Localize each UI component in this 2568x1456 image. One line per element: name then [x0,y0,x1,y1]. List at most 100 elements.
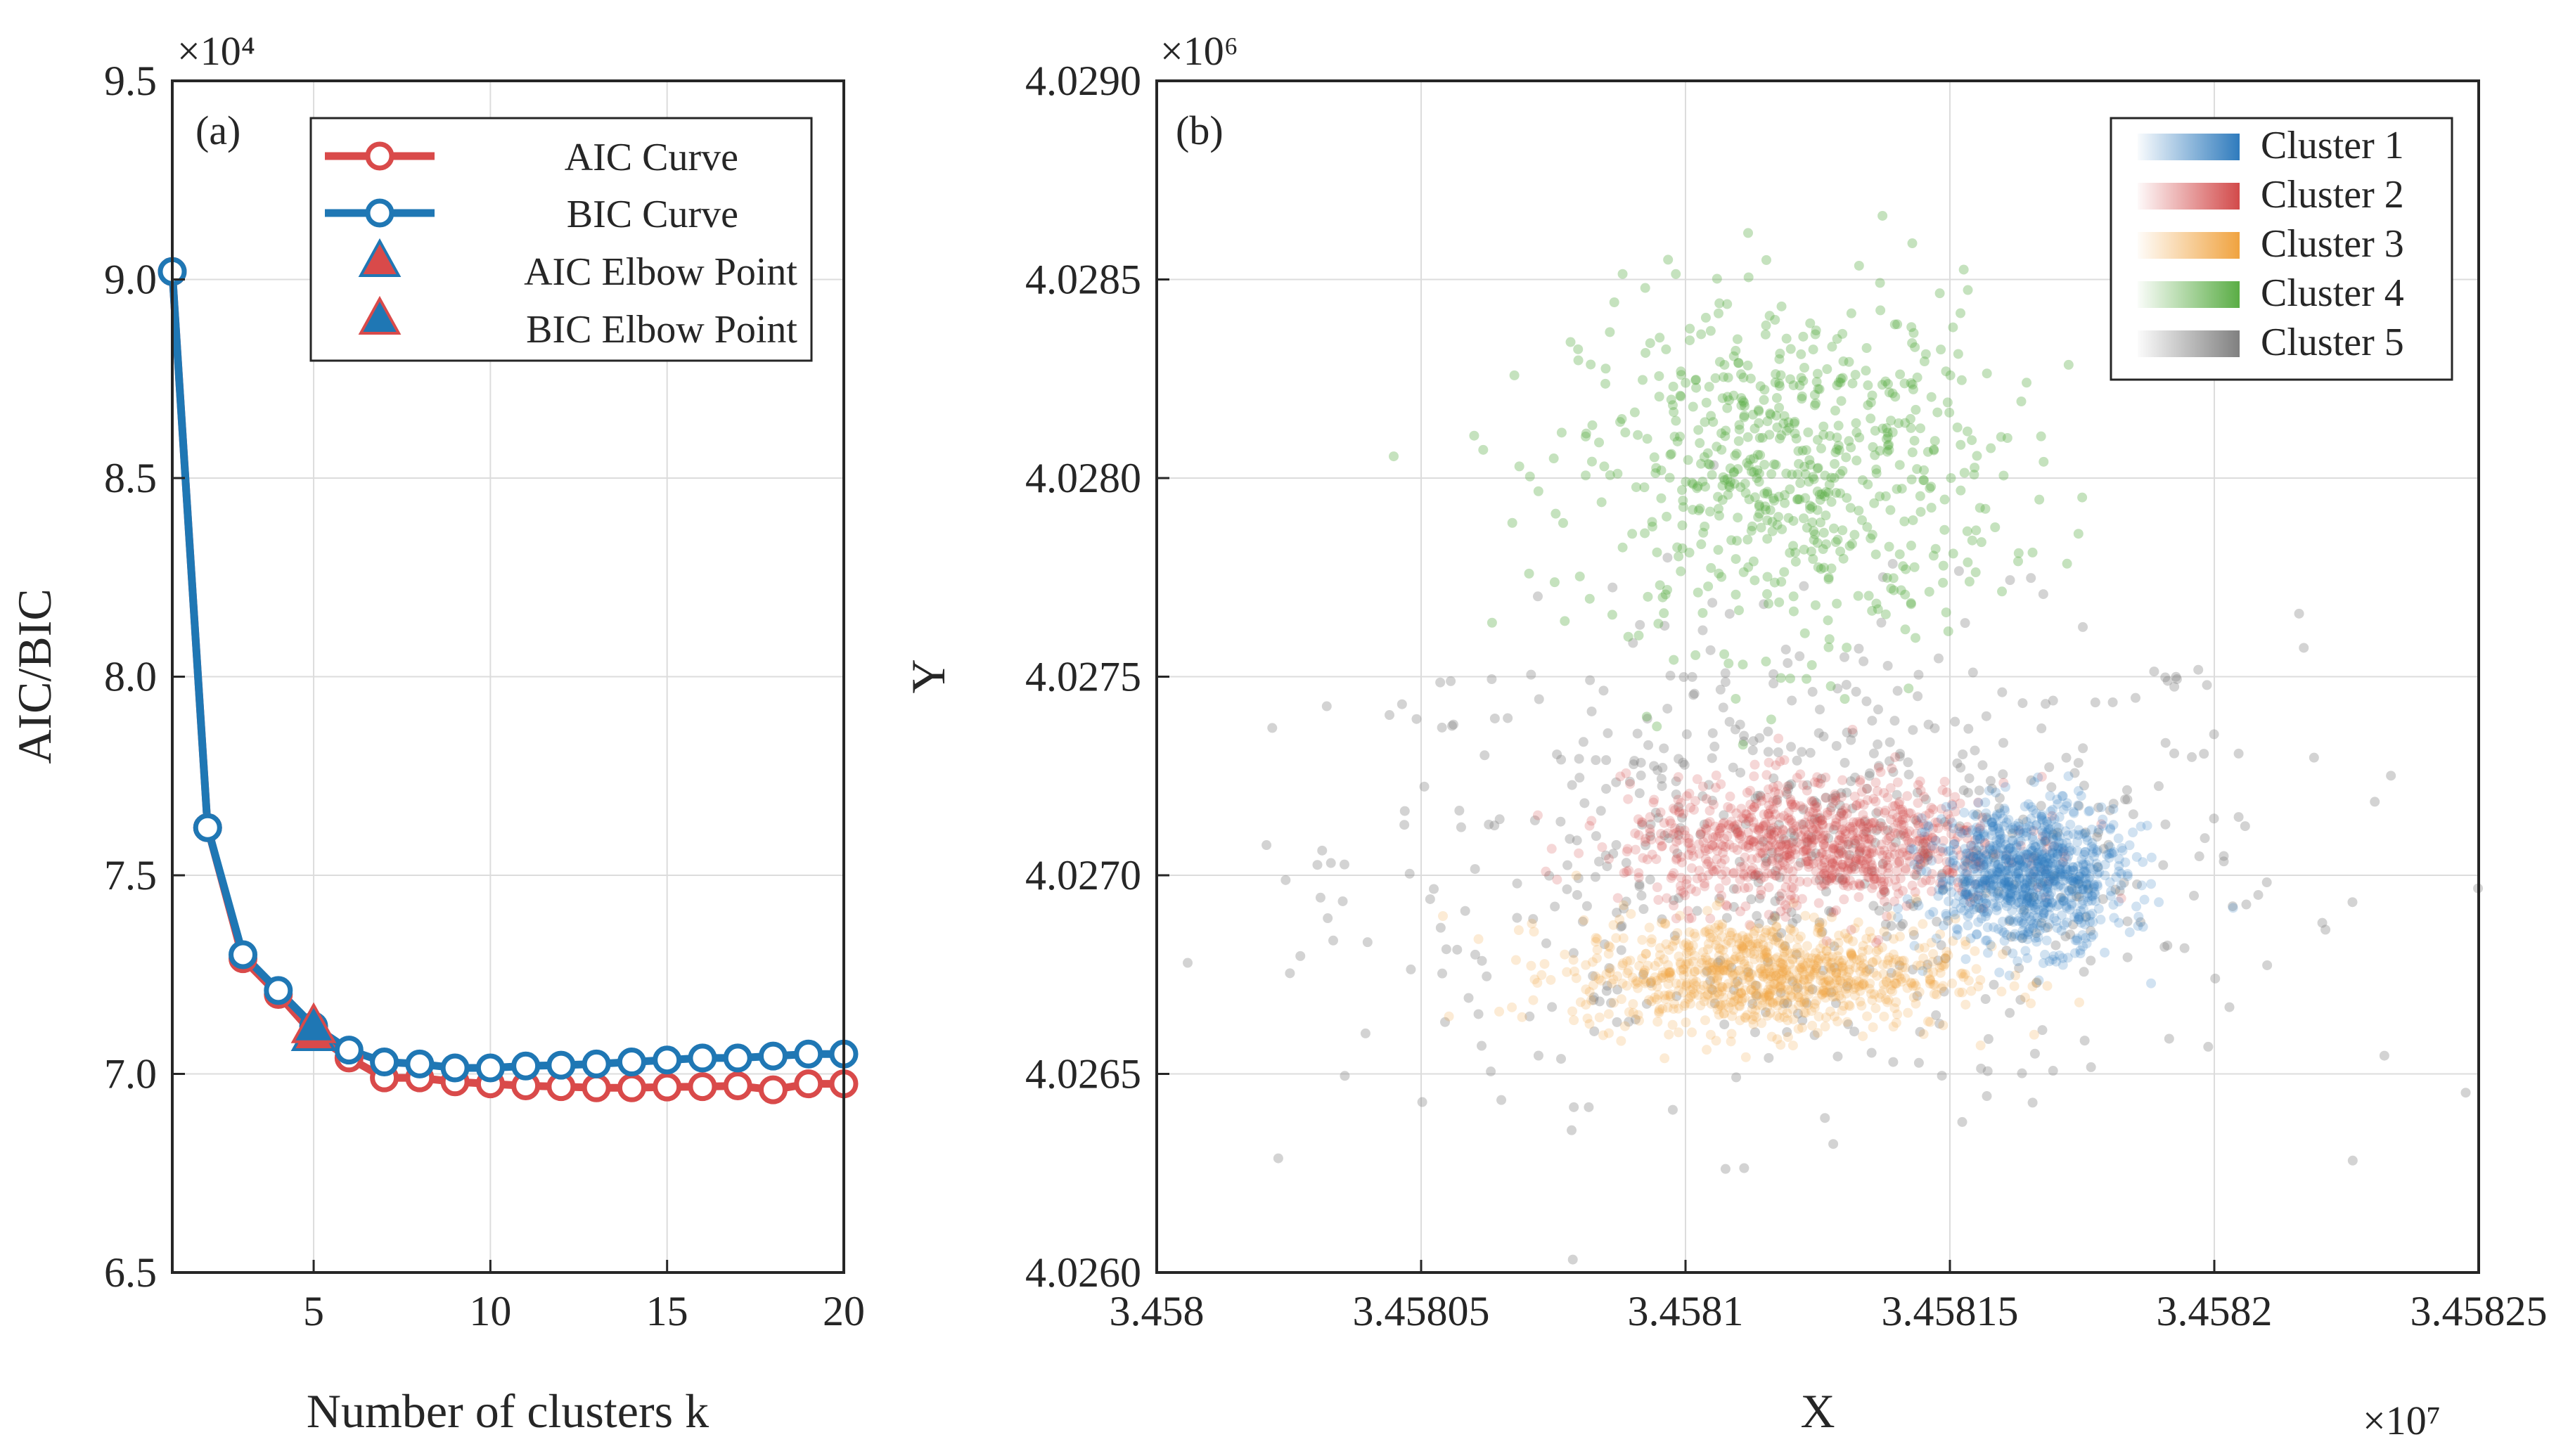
cluster-5-point [1824,906,1835,916]
cluster-2-point [1867,883,1877,894]
cluster-2-point [1858,809,1868,820]
cluster-4-point [1724,480,1735,491]
panel-b-y-tick-label: 4.0285 [1025,257,1141,303]
cluster-2-point [1686,802,1696,813]
cluster-2-point [1684,837,1695,848]
cluster-4-point [1749,467,1759,477]
cluster-4-point [1666,394,1676,405]
cluster-4-point [1731,589,1741,600]
cluster-5-point [1602,981,1612,991]
cluster-2-point [1900,831,1911,842]
cluster-3-point [1705,1029,1716,1040]
cluster-4-point [1647,517,1657,527]
cluster-4-point [1959,468,1970,478]
cluster-2-point [1855,842,1866,853]
cluster-1-point [2042,858,2053,868]
cluster-3-point [1567,1006,1578,1017]
cluster-4-point [1722,392,1733,402]
cluster-1-point [2073,830,2084,840]
cluster-1-point [2031,820,2041,831]
cluster-2-point [1932,817,1943,827]
cluster-2-point [1863,867,1873,877]
cluster-2-point [1686,913,1697,923]
cluster-1-point [1989,813,1999,824]
cluster-1-point [1941,910,1951,921]
cluster-2-point [1876,889,1887,900]
cluster-3-point [1788,1014,1799,1024]
cluster-2-point [1856,818,1866,829]
cluster-2-point [1838,810,1849,820]
cluster-2-point [1858,866,1869,877]
cluster-4-point [1871,464,1882,475]
cluster-5-point [1974,785,1984,796]
cluster-3-point [1854,981,1864,992]
cluster-1-point [2048,842,2058,852]
cluster-4-point [1854,260,1864,271]
cluster-5-point [1728,884,1739,894]
cluster-4-point [1762,416,1773,427]
cluster-3-point [1809,912,1819,922]
cluster-1-point [1972,832,1982,842]
cluster-5-point [1871,825,1882,836]
cluster-1-point [2069,912,2079,922]
cluster-2-point [1764,910,1774,920]
cluster-5-point [1786,907,1797,917]
cluster-2-point [1788,823,1799,834]
cluster-4-point [1799,461,1810,472]
cluster-2-point [1796,819,1806,830]
cluster-4-point [1820,470,1830,481]
cluster-2-point [1869,874,1880,884]
cluster-3-point [1643,960,1653,971]
cluster-4-point [1844,541,1855,551]
cluster-3-point [1667,941,1678,951]
cluster-1-point [2022,895,2032,906]
cluster-3-point [1873,944,1884,955]
cluster-1-point [2062,903,2072,913]
cluster-1-point [2057,910,2067,921]
cluster-2-point [1953,877,1963,888]
cluster-1-point [2030,872,2041,882]
cluster-1-point [1968,851,1979,862]
cluster-4-point [1908,328,1919,338]
cluster-3-point [1650,992,1660,1003]
cluster-4-point [1666,449,1676,459]
cluster-3-point [1672,928,1683,939]
cluster-2-point [1920,853,1930,863]
panel-b-x-axis-label: X [1800,1384,1835,1438]
cluster-1-point [2074,874,2084,884]
cluster-3-point [1825,958,1836,968]
cluster-3-point [1811,962,1821,973]
cluster-5-point [1975,903,1985,913]
cluster-5-point [1809,796,1819,806]
cluster-3-point [1571,870,1581,881]
cluster-2-point [1806,823,1817,834]
cluster-4-point [1818,430,1829,440]
cluster-2-point [1716,890,1727,901]
cluster-1-point [2088,864,2099,875]
cluster-1-point [2133,920,2143,931]
cluster-4-point [1696,458,1707,469]
cluster-2-point [1827,857,1837,868]
cluster-4-point [1908,384,1918,394]
cluster-1-point [2027,835,2038,845]
cluster-1-point [1995,842,2005,853]
cluster-1-point [2049,841,2060,851]
cluster-5-point [1981,711,1991,721]
cluster-1-point [1991,844,2001,854]
cluster-3-point [1799,974,1809,985]
cluster-3-point [1793,934,1804,944]
cluster-3-point [1582,1013,1593,1024]
cluster-3-point [1890,954,1901,965]
cluster-2-point [1783,839,1794,850]
cluster-2-point [1854,854,1864,865]
cluster-5-point [2038,589,2048,600]
cluster-1-point [2001,853,2011,864]
cluster-3-point [1844,965,1855,975]
cluster-2-point [1785,851,1795,861]
cluster-5-point [1911,870,1922,881]
cluster-3-point [1795,931,1806,941]
cluster-3-point [1647,981,1657,991]
cluster-4-point [1811,377,1822,387]
cluster-5-point [2004,916,2015,927]
cluster-1-point [1969,864,1979,875]
